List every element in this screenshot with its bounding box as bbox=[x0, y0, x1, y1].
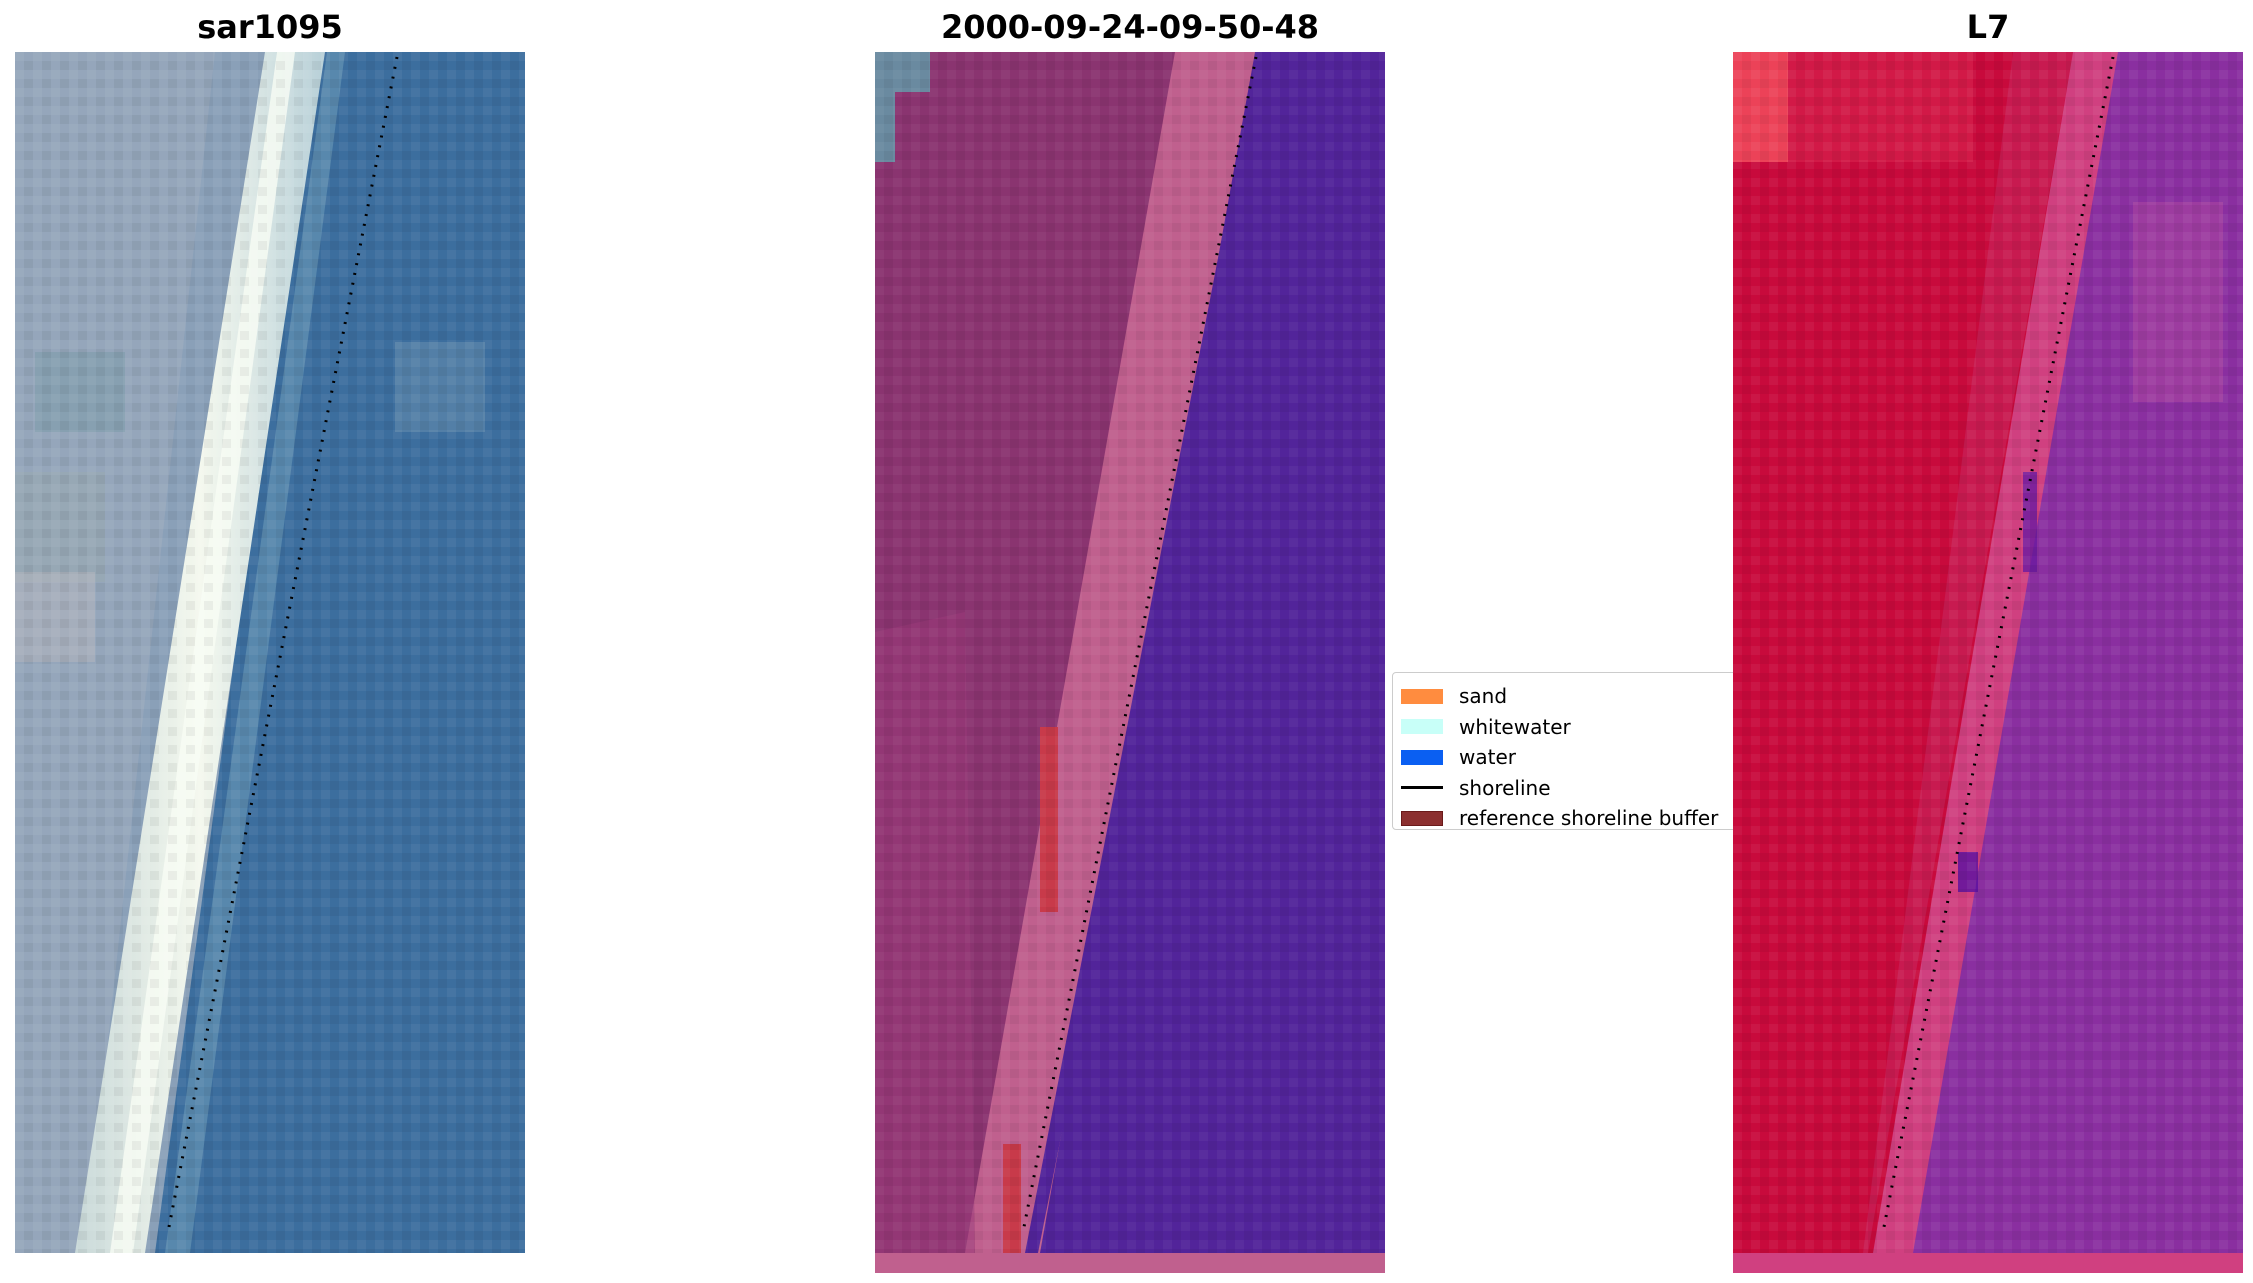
water-swatch bbox=[1401, 749, 1443, 765]
shoreline-swatch bbox=[1401, 786, 1443, 790]
legend-item-water: water bbox=[1401, 742, 1741, 773]
legend-item-whitewater: whitewater bbox=[1401, 712, 1741, 743]
bottom-strip bbox=[875, 1253, 1385, 1273]
panel-title-classified: 2000-09-24-09-50-48 bbox=[940, 8, 1320, 46]
buffer-swatch bbox=[1401, 810, 1443, 826]
panel-title-mndwi: L7 bbox=[1966, 8, 2010, 46]
legend-label: sand bbox=[1459, 684, 1508, 709]
legend-label: reference shoreline buffer bbox=[1459, 806, 1719, 831]
panel-title-rgb: sar1095 bbox=[197, 8, 343, 46]
whitewater-swatch bbox=[1401, 719, 1443, 735]
legend-label: whitewater bbox=[1459, 714, 1571, 739]
legend-label: shoreline bbox=[1459, 775, 1551, 800]
legend-label: water bbox=[1459, 745, 1516, 770]
rgb-image-panel bbox=[15, 52, 525, 1253]
classified-image-panel bbox=[875, 52, 1385, 1273]
legend: sand whitewater water shoreline referenc… bbox=[1392, 672, 1742, 830]
legend-item-shoreline: shoreline bbox=[1401, 773, 1741, 804]
mndwi-image-panel bbox=[1733, 52, 2243, 1273]
legend-item-buffer: reference shoreline buffer bbox=[1401, 803, 1741, 834]
bottom-strip bbox=[1733, 1253, 2243, 1273]
legend-item-sand: sand bbox=[1401, 681, 1741, 712]
sand-swatch bbox=[1401, 688, 1443, 704]
